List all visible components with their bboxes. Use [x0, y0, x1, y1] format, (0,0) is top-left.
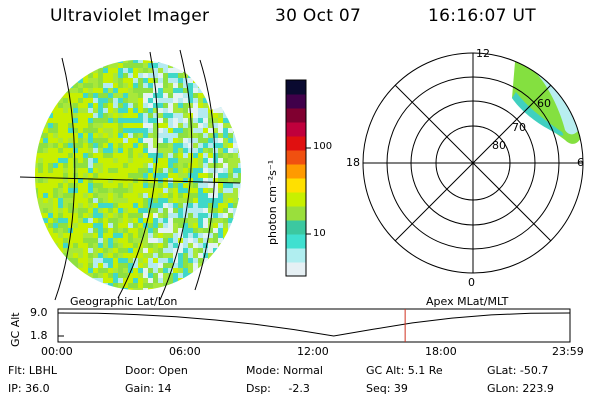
mlt-label-0: 0	[468, 276, 475, 289]
observation-time: 16:16:07 UT	[428, 6, 536, 26]
colorbar-cell	[286, 108, 306, 123]
mlat-label-60: 60	[537, 97, 551, 110]
colorbar-tick-100: 100	[313, 141, 333, 152]
colorbar-cell	[286, 94, 306, 109]
colorbar-cell	[286, 136, 306, 151]
timeline-xtick-0600: 06:00	[169, 345, 201, 358]
footer-seq: Seq: 39	[366, 382, 408, 395]
mlt-label-12: 12	[476, 47, 490, 60]
colorbar-cell	[286, 122, 306, 137]
timeline-ytick-top: 9.0	[30, 306, 48, 319]
colorbar-tick-10: 10	[313, 228, 326, 239]
footer-dsp: Dsp: -2.3	[246, 382, 310, 395]
colorbar-cell	[286, 220, 306, 235]
mlat-label-70: 70	[512, 121, 526, 134]
colorbar-cell	[286, 164, 306, 179]
footer-glat: GLat: -50.7	[487, 364, 549, 377]
colorbar-cell	[286, 192, 306, 207]
mlat-label-80: 80	[492, 139, 506, 152]
colorbar-cell	[286, 150, 306, 165]
instrument-title: Ultraviolet Imager	[50, 6, 210, 26]
mlt-label-18: 18	[346, 156, 360, 169]
footer-door: Door: Open	[125, 364, 188, 377]
footer-mode: Mode: Normal	[246, 364, 323, 377]
colorbar-cell	[286, 262, 306, 277]
footer-filter: Flt: LBHL	[8, 364, 57, 377]
mlt-label-6: 6	[577, 156, 584, 169]
timeline-xtick-1800: 18:00	[425, 345, 457, 358]
timeline-xtick-2359: 23:59	[552, 345, 584, 358]
colorbar-cell	[286, 178, 306, 193]
timeline-xtick-0000: 00:00	[41, 345, 73, 358]
timeline-ylabel: GC Alt	[9, 312, 22, 347]
colorbar-cell	[286, 248, 306, 263]
observation-date: 30 Oct 07	[275, 6, 362, 26]
footer-gain: Gain: 14	[125, 382, 172, 395]
timeline-xtick-1200: 12:00	[297, 345, 329, 358]
footer-glon: GLon: 223.9	[487, 382, 554, 395]
apex-caption: Apex MLat/MLT	[426, 295, 509, 308]
timeline-ytick-bottom: 1.8	[30, 329, 48, 342]
footer-ip: IP: 36.0	[8, 382, 50, 395]
footer-gc-alt: GC Alt: 5.1 Re	[366, 364, 443, 377]
geographic-caption: Geographic Lat/Lon	[70, 295, 178, 308]
colorbar-cell	[286, 234, 306, 249]
colorbar-cell	[286, 206, 306, 221]
colorbar-cell	[286, 80, 306, 95]
